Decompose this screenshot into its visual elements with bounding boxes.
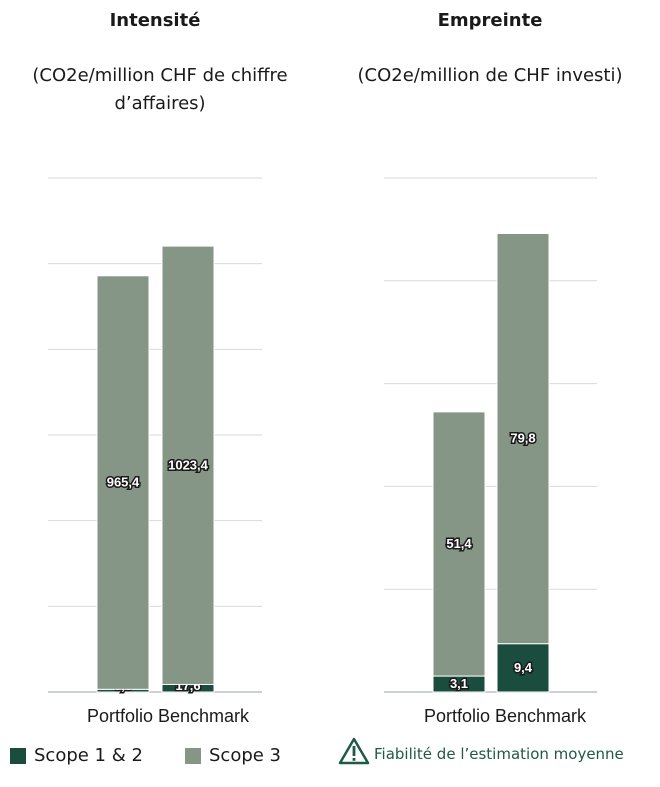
legend-swatch-scope12	[10, 747, 26, 764]
chart-1-subtitle: (CO2e/million CHF de chiffre d’affaires)	[32, 65, 288, 114]
legend-item-scope3: Scope 3	[185, 745, 281, 766]
chart-2-label-portfolio-scope12: 3,1	[450, 676, 468, 691]
legend-swatch-scope3	[185, 747, 201, 764]
chart-1-label-portfolio-scope3: 965,4	[107, 475, 140, 490]
chart-2-bar-benchmark-scope12	[496, 643, 550, 693]
chart-1-bar-benchmark-scope3	[161, 245, 215, 685]
legend-item-scope12: Scope 1 & 2	[10, 745, 143, 766]
chart-2-title: Empreinte	[437, 10, 543, 31]
chart-2-label-benchmark-scope12: 9,4	[514, 660, 533, 675]
chart-2-x-label: Portfolio Benchmark	[424, 706, 587, 726]
chart-1-x-label: Portfolio Benchmark	[87, 706, 250, 726]
legend: Scope 1 & 2 Scope 3 Fiabilité de l’estim…	[0, 737, 660, 777]
chart-2-subtitle: (CO2e/million de CHF investi)	[357, 65, 623, 86]
legend-label-scope12: Scope 1 & 2	[34, 745, 143, 766]
chart-1-label-benchmark-scope3: 1023,4	[168, 457, 209, 472]
chart-2-label-portfolio-scope3: 51,4	[446, 536, 472, 551]
legend-label-scope3: Scope 3	[209, 745, 282, 766]
chart-2-bar-benchmark-scope3	[496, 233, 550, 645]
reliability-note-text: Fiabilité de l’estimation moyenne	[374, 745, 624, 763]
chart-2-bar-portfolio-scope3	[432, 411, 486, 677]
chart-1-title: Intensité	[109, 10, 201, 31]
chart-2-label-benchmark-scope3: 79,8	[510, 431, 535, 446]
reliability-note: Fiabilité de l’estimation moyenne	[338, 737, 624, 765]
chart-1-bar-portfolio-scope3	[96, 275, 150, 690]
warning-triangle-icon	[338, 737, 370, 765]
